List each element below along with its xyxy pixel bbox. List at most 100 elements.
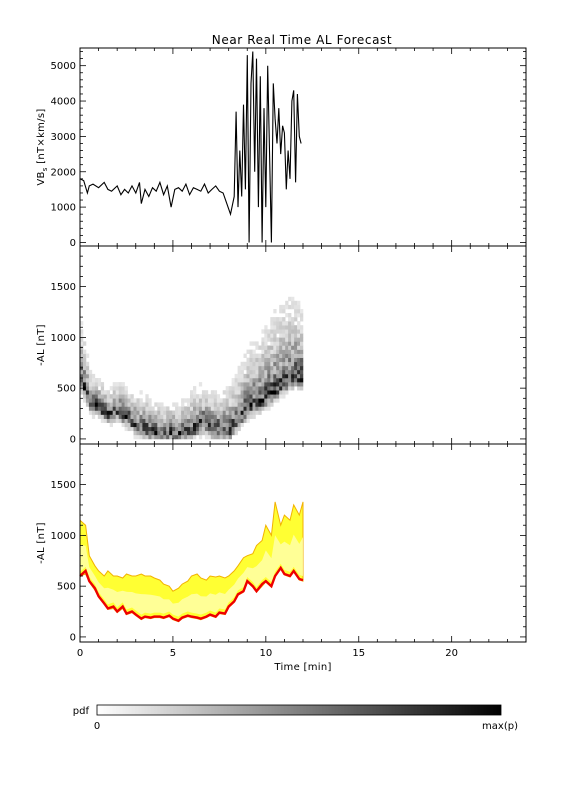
pdf-cell xyxy=(258,361,262,367)
pdf-cell xyxy=(216,430,221,436)
pdf-cell xyxy=(151,410,155,415)
pdf-cell xyxy=(240,406,244,411)
pdf-cell xyxy=(106,418,111,423)
pdf-cell xyxy=(160,410,164,415)
pdf-cell xyxy=(178,422,182,428)
pdf-cell xyxy=(148,402,152,407)
pdf-cell xyxy=(285,300,289,306)
pdf-cell xyxy=(255,378,259,383)
pdf-cell xyxy=(279,317,283,322)
pdf-cell xyxy=(285,378,289,383)
pdf-cell xyxy=(157,434,161,440)
pdf-cell xyxy=(273,373,277,379)
pdf-cell xyxy=(273,337,277,342)
pdf-cell xyxy=(142,414,146,419)
pdf-cell xyxy=(216,394,221,399)
pdf-cell xyxy=(181,422,185,428)
pdf-cell xyxy=(249,365,253,371)
pdf-cell xyxy=(273,390,277,395)
pdf-cell xyxy=(118,398,122,403)
pdf-cell xyxy=(288,317,292,322)
pdf-cell xyxy=(291,333,295,338)
pdf-cell xyxy=(270,394,274,399)
pdf-cell xyxy=(94,402,99,407)
pdf-cell xyxy=(100,382,105,387)
pdf-cell xyxy=(204,430,209,436)
pdf-cell xyxy=(243,353,247,358)
pdf-cell xyxy=(130,406,134,411)
pdf-cell xyxy=(240,390,244,395)
pdf-cell xyxy=(213,406,218,411)
pdf-cell xyxy=(288,353,292,358)
pdf-cell xyxy=(85,378,90,383)
pdf-cell xyxy=(204,394,209,399)
pdf-cell xyxy=(291,296,295,302)
pdf-cell xyxy=(276,382,280,387)
pdf-cell xyxy=(193,394,197,399)
pdf-cell xyxy=(97,410,102,415)
pdf-cell xyxy=(267,402,271,407)
pdf-cell xyxy=(261,349,265,354)
pdf-cell xyxy=(175,430,179,436)
pdf-cell xyxy=(279,378,283,383)
pdf-cell xyxy=(231,382,235,387)
pdf-cell xyxy=(234,406,238,411)
pdf-cell xyxy=(243,410,247,415)
pdf-cell xyxy=(297,325,301,330)
pdf-cell xyxy=(228,386,232,391)
pdf-cell xyxy=(270,317,274,322)
pdf-cell xyxy=(172,422,176,428)
pdf-cell xyxy=(279,321,283,326)
pdf-cell xyxy=(94,390,99,395)
pdf-cell xyxy=(243,386,247,391)
pdf-cell xyxy=(142,434,146,440)
pdf-cell xyxy=(100,390,105,395)
pdf-cell xyxy=(133,402,137,407)
pdf-cell xyxy=(198,434,203,440)
pdf-cell xyxy=(204,406,209,411)
pdf-cell xyxy=(231,390,235,395)
pdf-cell xyxy=(228,406,232,411)
pdf-cell xyxy=(240,369,244,375)
pdf-cell xyxy=(237,406,241,411)
pdf-cell xyxy=(207,414,212,419)
pdf-cell xyxy=(136,398,140,403)
pdf-cell xyxy=(163,410,167,415)
pdf-cell xyxy=(80,341,84,346)
pdf-cell xyxy=(222,418,226,423)
pdf-cell xyxy=(279,386,283,391)
pdf-cell xyxy=(258,382,262,387)
pdf-cell xyxy=(145,422,149,428)
pdf-cell xyxy=(139,390,143,395)
pdf-cell xyxy=(190,402,194,407)
pdf-cell xyxy=(181,402,185,407)
al-pdf-heatmap xyxy=(80,296,304,440)
pdf-cell xyxy=(142,402,146,407)
pdf-cell xyxy=(228,402,232,407)
pdf-cell xyxy=(157,406,161,411)
pdf-cell xyxy=(270,337,274,342)
pdf-cell xyxy=(124,414,128,419)
pdf-cell xyxy=(300,369,304,375)
pdf-cell xyxy=(276,398,280,403)
pdf-cell xyxy=(83,398,87,403)
pdf-cell xyxy=(300,353,304,358)
pdf-cell xyxy=(282,373,286,379)
pdf-cell xyxy=(300,378,304,383)
pdf-cell xyxy=(207,398,212,403)
pdf-cell xyxy=(273,378,277,383)
pdf-cell xyxy=(88,410,93,415)
pdf-cell xyxy=(246,402,250,407)
pdf-cell xyxy=(297,369,301,375)
pdf-cell xyxy=(172,410,176,415)
pdf-cell xyxy=(234,426,238,432)
y-tick-label: 0 xyxy=(70,238,76,249)
pdf-cell xyxy=(261,353,265,358)
pdf-cell xyxy=(91,378,96,383)
pdf-cell xyxy=(237,378,241,383)
pdf-cell xyxy=(190,410,194,415)
pdf-cell xyxy=(109,406,113,411)
pdf-cell xyxy=(169,422,173,428)
pdf-cell xyxy=(258,386,262,391)
pdf-cell xyxy=(237,426,241,432)
